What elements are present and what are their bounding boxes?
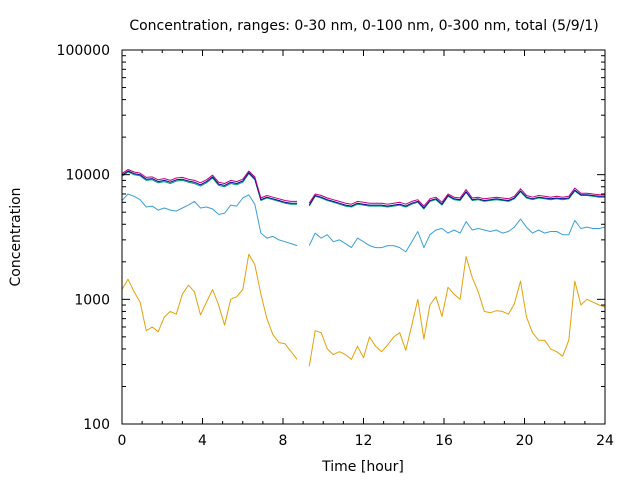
series-line-2	[121, 193, 606, 253]
x-axis-label: Time [hour]	[321, 459, 404, 475]
series-line-1	[121, 253, 606, 367]
x-tick-label: 12	[355, 433, 373, 449]
y-tick-label: 1000	[74, 292, 110, 308]
y-tick-label: 10000	[65, 168, 110, 184]
plot-frame	[121, 49, 606, 425]
x-tick-label: 20	[516, 433, 534, 449]
series-line-3	[121, 171, 605, 210]
x-tick-label: 16	[435, 433, 453, 449]
y-tick-label: 100000	[57, 43, 110, 59]
series-line-4	[121, 170, 605, 209]
tick-layer: 0 4 8 12 16 20 24 100 1000 10000 100000	[57, 43, 614, 449]
series-line-5	[121, 169, 605, 207]
y-tick-label: 100	[83, 417, 110, 433]
x-tick-label: 24	[596, 433, 614, 449]
x-tick-label: 4	[198, 433, 207, 449]
chart-title: Concentration, ranges: 0-30 nm, 0-100 nm…	[129, 18, 598, 34]
series-layer	[121, 169, 606, 367]
x-tick-label: 8	[279, 433, 288, 449]
x-tick-label: 0	[118, 433, 127, 449]
y-axis-label: Concentration	[8, 187, 24, 286]
